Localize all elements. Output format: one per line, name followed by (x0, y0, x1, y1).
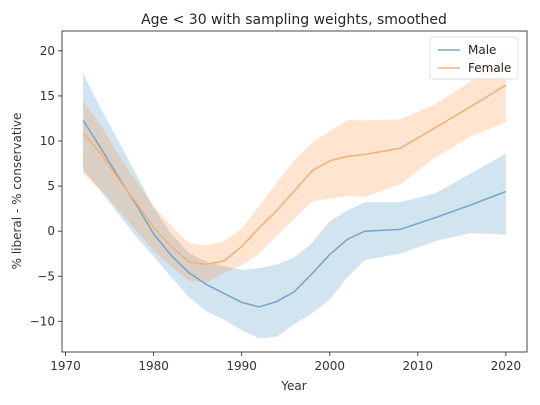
point-male-1984 (188, 272, 190, 274)
y-tick-label--5: −5 (37, 269, 55, 283)
point-male-2000 (329, 253, 331, 255)
point-female-2000 (329, 160, 331, 162)
point-male-1972 (82, 119, 84, 121)
point-female-2008 (399, 147, 401, 149)
point-male-1996 (293, 290, 295, 292)
point-female-1998 (311, 170, 313, 172)
axes: 1970 1980 1990 2000 2010 2020 −10 −5 0 5 10 15 20 (30, 30, 528, 373)
y-tick-label-20: 20 (40, 44, 55, 58)
point-male-1998 (311, 272, 313, 274)
point-female-1984 (188, 261, 190, 263)
point-female-1990 (241, 245, 243, 247)
point-female-1978 (135, 201, 137, 203)
point-male-1980 (152, 233, 154, 235)
y-tick-label-5: 5 (47, 179, 55, 193)
point-male-1982 (170, 254, 172, 256)
x-tick-label-2000: 2000 (314, 359, 345, 373)
point-female-2004 (364, 153, 366, 155)
y-tick-label-0: 0 (47, 224, 55, 238)
y-tick-label--10: −10 (30, 314, 55, 328)
point-female-1976 (117, 178, 119, 180)
band-female (83, 50, 506, 283)
line-female (82, 84, 507, 266)
confidence-bands (83, 50, 506, 339)
point-male-2016 (469, 204, 471, 206)
point-male-1992 (258, 306, 260, 308)
plot-frame (61, 30, 528, 353)
point-female-2020 (505, 84, 507, 86)
legend-label-male: Male (468, 43, 496, 57)
point-male-1990 (241, 301, 243, 303)
x-tick-label-1970: 1970 (50, 359, 81, 373)
x-tick-label-1980: 1980 (138, 359, 169, 373)
y-tick-label-15: 15 (40, 89, 55, 103)
point-female-1988 (223, 260, 225, 262)
x-tick-label-1990: 1990 (226, 359, 257, 373)
point-male-1974 (100, 147, 102, 149)
line-male (82, 119, 507, 308)
point-male-1994 (276, 300, 278, 302)
point-female-1974 (100, 152, 102, 154)
x-tick-label-2010: 2010 (403, 359, 434, 373)
point-female-1992 (258, 226, 260, 228)
series-lines (82, 84, 507, 308)
point-female-1972 (82, 132, 84, 134)
point-female-1982 (170, 245, 172, 247)
legend: Male Female (429, 36, 519, 80)
point-female-2002 (346, 155, 348, 157)
point-female-1980 (152, 226, 154, 228)
chart-title: Age < 30 with sampling weights, smoothed (141, 12, 447, 28)
point-male-2008 (399, 228, 401, 230)
point-male-1986 (205, 283, 207, 285)
x-tick-label-2020: 2020 (491, 359, 522, 373)
point-male-2020 (505, 190, 507, 192)
y-axis-title: % liberal - % conservative (10, 113, 24, 270)
y-tick-label-10: 10 (40, 134, 55, 148)
legend-label-female: Female (468, 61, 511, 75)
point-female-1996 (293, 189, 295, 191)
point-female-1994 (276, 209, 278, 211)
point-female-2012 (434, 126, 436, 128)
point-female-2016 (469, 106, 471, 108)
point-male-2012 (434, 216, 436, 218)
point-female-1986 (205, 263, 207, 265)
point-male-2002 (346, 238, 348, 240)
x-axis-title: Year (280, 379, 306, 393)
point-male-2004 (364, 230, 366, 232)
point-male-1988 (223, 292, 225, 294)
